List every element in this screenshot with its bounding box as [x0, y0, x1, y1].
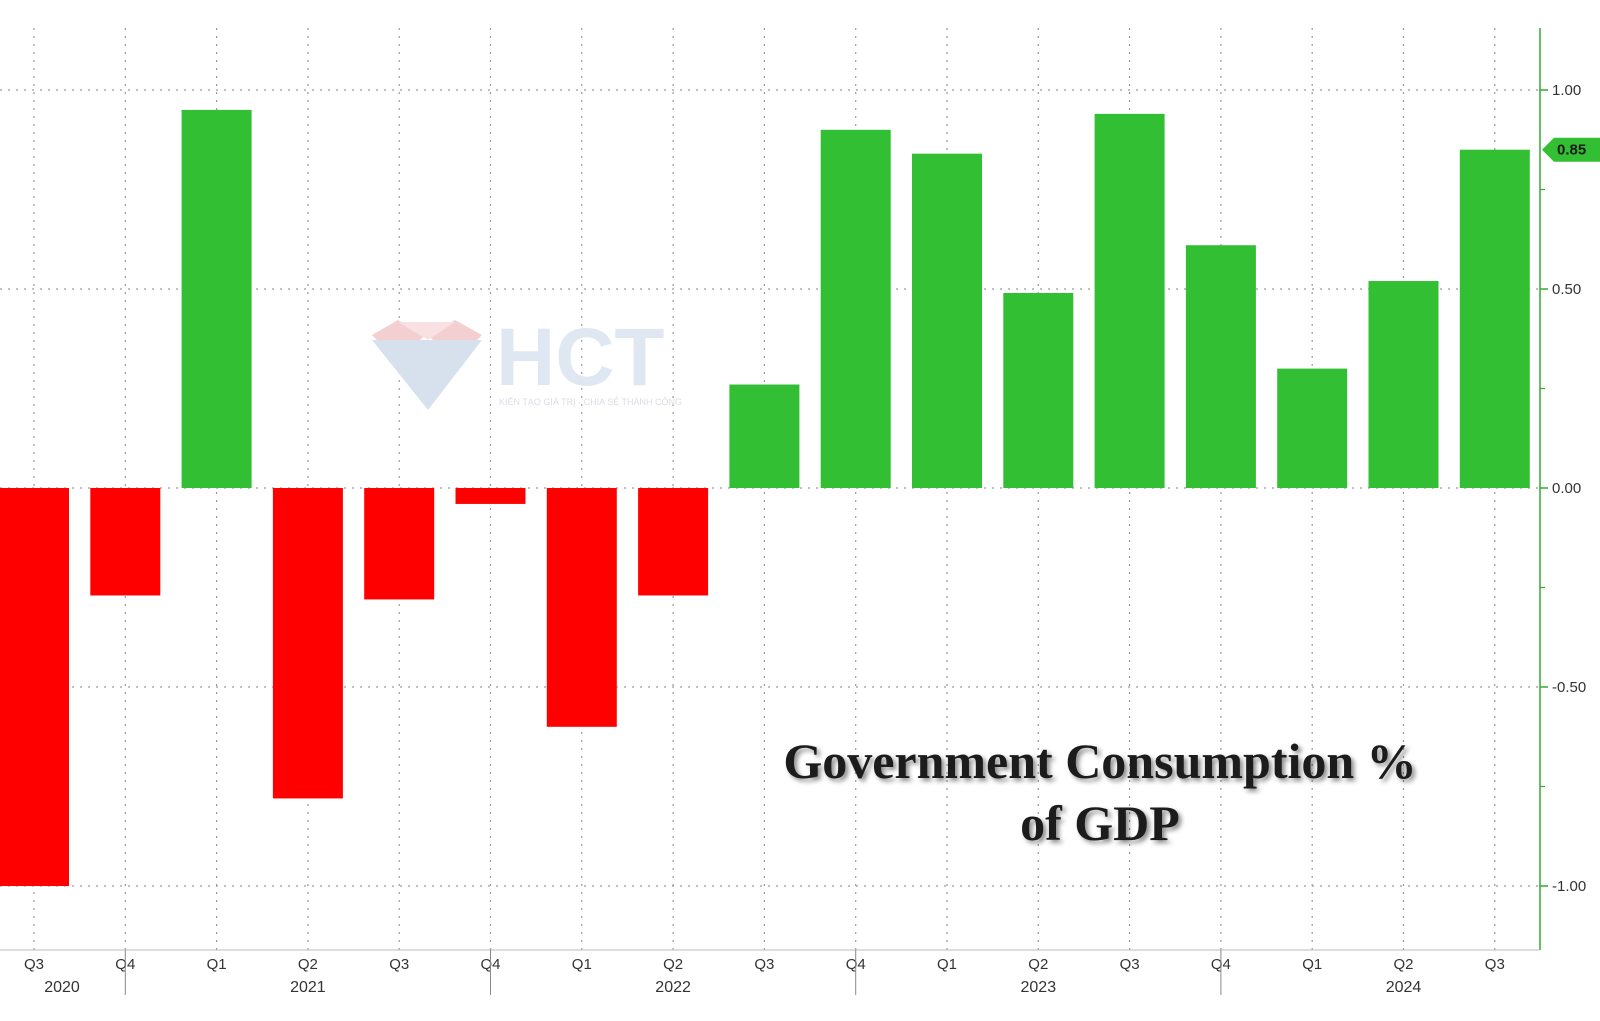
- x-tick-label: Q1: [207, 956, 227, 973]
- last-value-flag: [1542, 137, 1600, 162]
- watermark-logo-icon: [372, 320, 482, 410]
- x-tick-label: Q1: [1302, 956, 1322, 973]
- bar-2023-q1: [912, 153, 982, 488]
- year-label: 2021: [290, 979, 326, 996]
- x-tick-label: Q1: [572, 956, 592, 973]
- watermark-tagline: KIẾN TẠO GIÁ TRỊ - CHIA SẺ THÀNH CÔNG: [499, 396, 682, 407]
- x-tick-label: Q3: [754, 956, 774, 973]
- y-tick-label: 0.50: [1552, 281, 1581, 298]
- x-tick-label: Q3: [1485, 956, 1505, 973]
- bar-2022-q2: [638, 488, 709, 596]
- bar-2022-q4: [820, 129, 891, 489]
- x-tick-label: Q3: [1120, 956, 1140, 973]
- bars-layer: [0, 109, 1530, 886]
- y-tick-label: -0.50: [1552, 679, 1586, 696]
- chart-title-line: Government Consumption %: [783, 733, 1416, 789]
- bar-2021-q4: [455, 488, 526, 504]
- x-tick-label: Q3: [389, 956, 409, 973]
- watermark: HCT KIẾN TẠO GIÁ TRỊ - CHIA SẺ THÀNH CÔN…: [372, 312, 682, 410]
- x-tick-label: Q2: [663, 956, 683, 973]
- bar-2024-q3: [1459, 149, 1530, 488]
- watermark-brand: HCT: [496, 312, 665, 403]
- last-value-label: 0.85: [1557, 142, 1586, 159]
- year-label: 2024: [1386, 979, 1422, 996]
- y-tick-label: 1.00: [1552, 82, 1581, 99]
- bar-2023-q3: [1094, 113, 1165, 488]
- bar-2020-q4: [90, 488, 161, 596]
- x-tick-label: Q2: [1393, 956, 1413, 973]
- y-tick-label: -1.00: [1552, 878, 1586, 895]
- x-tick-label: Q2: [298, 956, 318, 973]
- year-label: 2020: [44, 979, 80, 996]
- x-tick-label: Q2: [1028, 956, 1048, 973]
- year-label: 2022: [655, 979, 691, 996]
- bar-2024-q2: [1368, 281, 1439, 488]
- bar-2022-q3: [729, 384, 800, 488]
- bar-2021-q3: [364, 488, 435, 600]
- year-label: 2023: [1021, 979, 1057, 996]
- x-tick-label: Q3: [24, 956, 44, 973]
- bar-2021-q1: [181, 109, 252, 489]
- bar-2023-q4: [1185, 245, 1256, 488]
- bar-2022-q1: [546, 488, 617, 727]
- y-tick-label: 0.00: [1552, 480, 1581, 497]
- bar-2020-q3: [0, 488, 69, 886]
- chart-title: Government Consumption % of GDP: [783, 733, 1416, 851]
- bar-2023-q2: [1003, 292, 1074, 488]
- bar-2021-q2: [272, 488, 343, 799]
- x-tick-label: Q1: [937, 956, 957, 973]
- bar-2024-q1: [1277, 368, 1348, 488]
- chart-title-line: of GDP: [1020, 795, 1180, 851]
- y-axis: 1.00 0.50 0.00 -0.50 -1.00 0.85: [1539, 28, 1600, 950]
